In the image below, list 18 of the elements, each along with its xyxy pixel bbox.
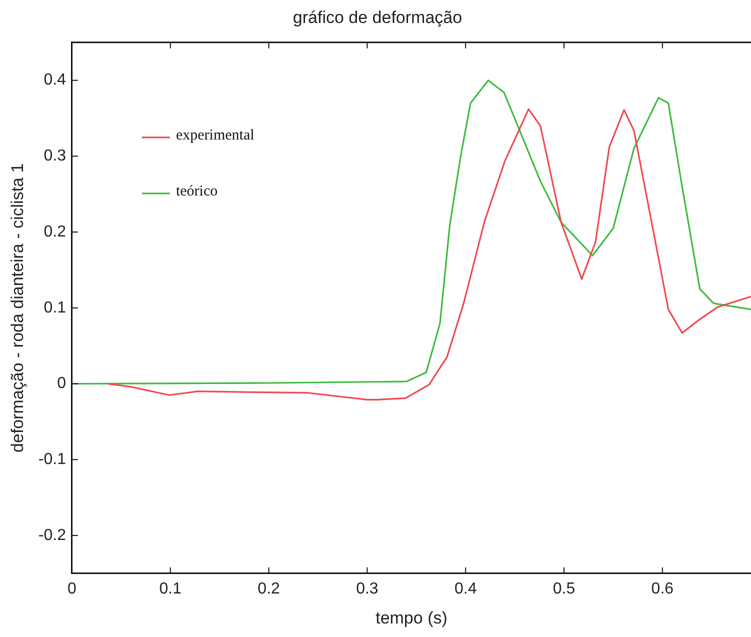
y-tick-label: 0.3 (44, 148, 66, 165)
y-tick-label: 0.4 (44, 72, 66, 89)
y-tick-label: 0.2 (44, 223, 66, 240)
x-tick-label: 0.4 (454, 580, 477, 598)
x-tick-label: 0.6 (651, 580, 674, 598)
x-tick-label: 0.5 (552, 580, 576, 598)
y-tick-label: -0.2 (38, 526, 66, 544)
legend-label: experimental (176, 127, 254, 144)
y-tick-label: 0.1 (44, 299, 66, 316)
x-tick-label: 0.3 (356, 580, 378, 598)
y-axis-title: deformação - roda dianteira - ciclista 1 (8, 163, 27, 452)
y-tick-label: -0.1 (38, 451, 66, 468)
legend-label: teórico (176, 183, 218, 200)
x-tick-label: 0.1 (159, 580, 182, 598)
y-tick-label: 0 (57, 375, 66, 392)
x-tick-label: 0.2 (258, 580, 280, 598)
x-axis-title: tempo (s) (376, 608, 448, 628)
chart-title: gráfico de deformação (292, 8, 462, 27)
